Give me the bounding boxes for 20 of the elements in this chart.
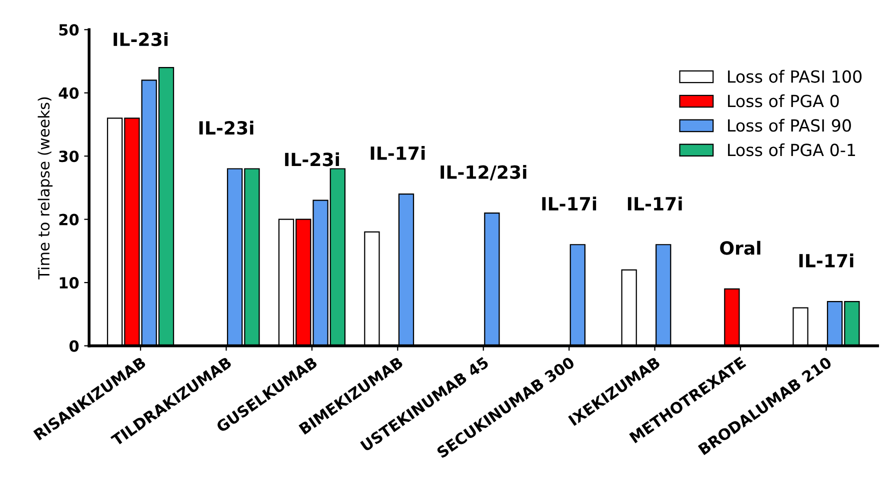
y-tick-label: 20	[59, 214, 79, 226]
legend-label: Loss of PASI 100	[728, 70, 862, 83]
legend-label: Loss of PASI 90	[728, 118, 851, 132]
y-tick-label: 50	[59, 24, 79, 36]
annotation: IL-17i	[542, 196, 596, 210]
legend-label: Loss of PGA 0-1	[728, 143, 855, 156]
legend-label: Loss of PGA 0	[728, 94, 839, 108]
annotation: IL-17i	[628, 196, 682, 210]
annotation: IL-23i	[199, 120, 254, 135]
y-tick-label: 10	[60, 277, 79, 289]
annotation: IL-12/23i	[440, 164, 526, 180]
y-axis-title: Time to relapse (weeks)	[38, 97, 53, 280]
y-tick-label: 0	[69, 340, 79, 352]
annotation: IL-23i	[285, 152, 339, 166]
annotation: Oral	[720, 240, 760, 255]
annotation: IL-23i	[114, 32, 168, 46]
y-tick-label: 40	[58, 87, 79, 99]
y-tick-label: 30	[59, 150, 79, 162]
annotation: IL-17i	[370, 146, 425, 160]
annotation: IL-17i	[799, 254, 854, 268]
